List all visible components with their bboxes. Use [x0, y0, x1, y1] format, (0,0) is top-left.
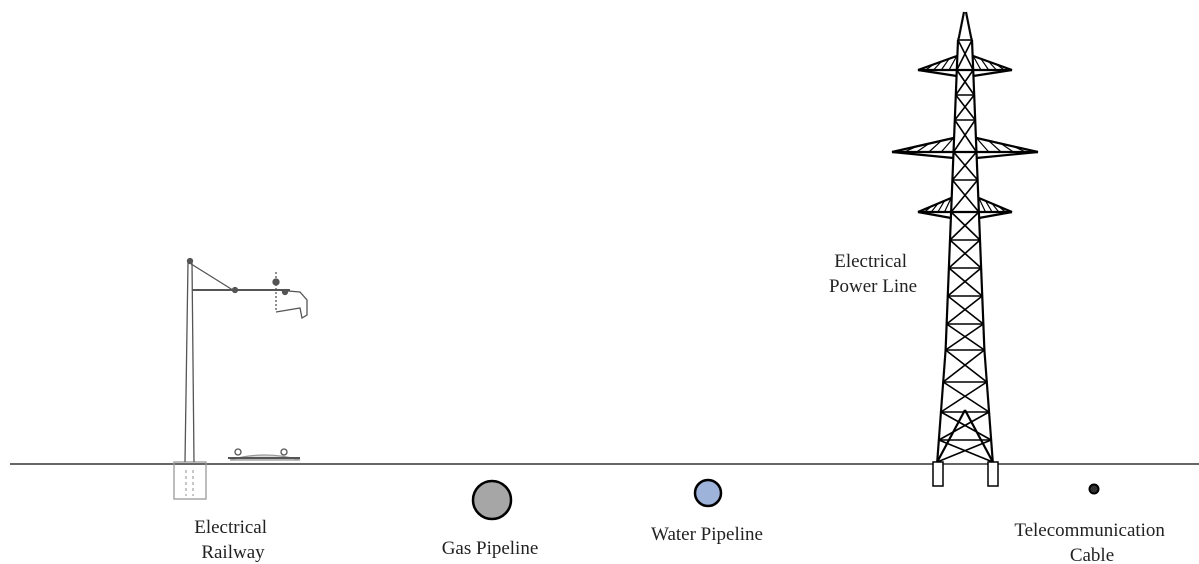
water-label: Water Pipeline [651, 524, 763, 545]
tower-member [1004, 66, 1013, 71]
gas-label: Gas Pipeline [442, 538, 539, 559]
tower-member [930, 203, 939, 213]
tower-member [940, 411, 992, 441]
telecom-cable [1088, 483, 1100, 495]
tower-member [954, 119, 978, 153]
tower-member [952, 151, 979, 181]
tower-member [936, 409, 966, 463]
tower-member [943, 197, 952, 213]
telecom-label: Telecommunication Cable [1014, 520, 1169, 564]
tower-member [917, 210, 952, 220]
power-label: Electrical Power Line [829, 251, 917, 297]
tower-member [940, 381, 988, 413]
tower-member [976, 137, 990, 153]
tower-member [957, 39, 974, 71]
tower-member [1013, 145, 1026, 153]
tower-member [955, 69, 974, 96]
tower-member [956, 39, 973, 71]
label-line: Power Line [829, 276, 917, 297]
tower-member [998, 205, 1006, 213]
label-line: Electrical [194, 517, 267, 538]
tower-member [916, 143, 930, 153]
tower-member [972, 55, 982, 71]
label-line: Railway [201, 542, 265, 563]
tower-member [942, 381, 990, 413]
tower-member [951, 179, 980, 213]
tower-member [917, 66, 926, 71]
tower-member [976, 150, 1039, 160]
tower-member [964, 409, 994, 463]
tower-member [991, 203, 1000, 213]
gas-pipe [471, 479, 513, 521]
tower-member [945, 323, 984, 351]
railway-mast [173, 257, 308, 500]
tower-member [945, 349, 988, 383]
tower-member [954, 94, 975, 121]
tower-member [984, 200, 993, 213]
tower-member [948, 239, 981, 269]
tower-member [1005, 208, 1013, 213]
power-tower [891, 11, 1039, 487]
tower-foot [987, 461, 999, 487]
water-pipe [693, 478, 723, 508]
tower-member [940, 58, 950, 71]
tower-member [946, 295, 983, 325]
tower-member [949, 211, 980, 241]
tower-member [947, 267, 982, 297]
tower-member [980, 58, 990, 71]
tower-member [978, 210, 1013, 220]
tower-member [924, 205, 932, 213]
tower-member [973, 68, 1013, 78]
tower-member [978, 197, 987, 213]
tower-foot [932, 461, 944, 487]
tower-member [951, 151, 978, 181]
tower-member [891, 148, 905, 153]
tower-member [952, 119, 976, 153]
tower-member [917, 208, 925, 213]
tower-member [938, 411, 990, 441]
label-line: Telecommunication [1014, 520, 1165, 541]
tower-member [928, 140, 942, 153]
tower-member [1025, 148, 1039, 153]
tower-member [1000, 143, 1014, 153]
tower-member [988, 61, 997, 71]
tower-member [948, 55, 958, 71]
tower-member [996, 63, 1005, 71]
tower-member [956, 69, 975, 96]
tower-member [937, 200, 946, 213]
railway-label: Electrical Railway [194, 517, 272, 563]
tower-member [904, 145, 917, 153]
tower-member [940, 137, 954, 153]
tower-member [988, 140, 1002, 153]
label-line: Electrical [834, 251, 907, 272]
tower-member [925, 63, 934, 71]
tower-member [942, 349, 985, 383]
tower-member [950, 179, 979, 213]
label-line: Cable [1070, 545, 1114, 564]
tower-member [891, 150, 954, 160]
tower-member [917, 68, 957, 78]
tower-member [933, 61, 942, 71]
